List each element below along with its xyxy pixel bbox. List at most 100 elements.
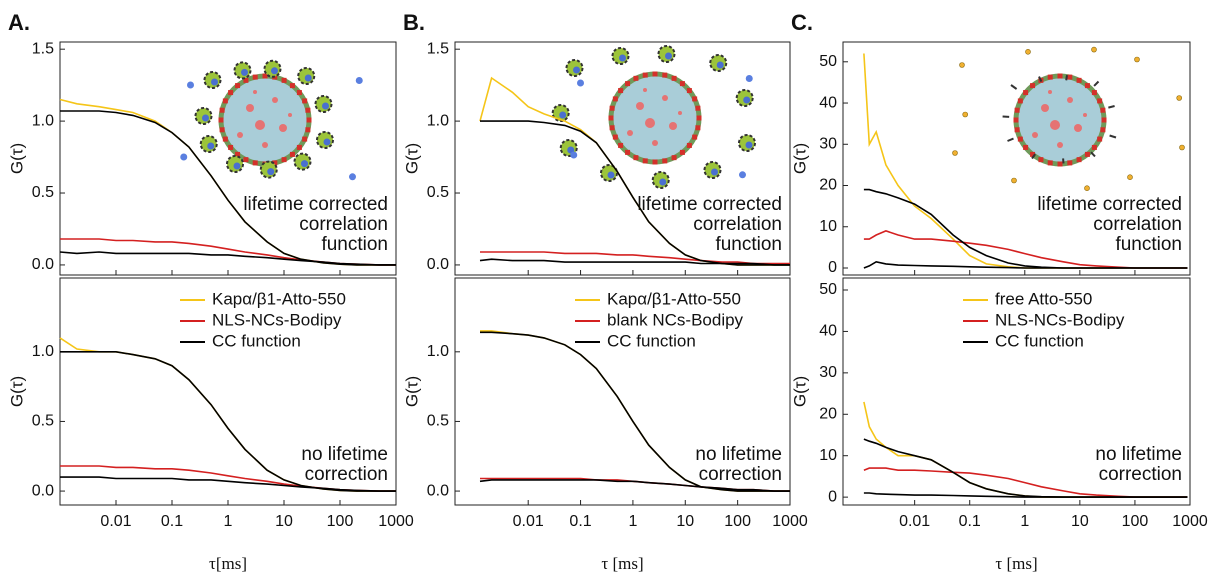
plot-frame [454,277,791,506]
capsule-droplet [1083,113,1087,117]
protein-core [619,54,626,62]
y-tick-label: 30 [819,364,837,381]
shell-dot [1097,98,1103,104]
capsule-spike [1010,84,1018,90]
series-line [60,110,396,266]
shell-dot [228,144,234,150]
shell-dot [302,98,308,104]
shell-dot [1067,74,1073,80]
protein-core [207,142,215,150]
protein-core [607,171,615,179]
capsule-droplet [253,90,257,94]
capsule-spike [1038,76,1043,82]
shell-dot [642,158,648,164]
x-tick-label: 0.1 [569,513,591,530]
y-tick-label: 10 [819,218,837,235]
shell-dot [679,81,685,87]
legend-label: NLS-NCs-Bodipy [995,310,1125,329]
y-tick-label: 0.5 [32,413,54,430]
protein-core [267,168,275,176]
shell-dot [652,71,658,77]
panel-label: A. [8,10,30,35]
shell-dot [612,96,618,102]
shell-dot [306,117,312,123]
protein-core [716,61,724,69]
shell-dot [219,127,225,133]
y-tick-label: 0.5 [32,184,54,201]
y-tick-label: 30 [819,135,837,152]
capsule-droplet [272,97,278,103]
shell-dot [296,90,302,96]
capsule-droplet [636,102,644,110]
capsule-droplet [288,113,292,117]
annotation: no lifetime [1095,444,1182,465]
annotation: correlation [1093,214,1182,235]
shell-dot [633,155,639,161]
free-dye [952,150,958,156]
shell-dot [222,136,228,142]
shell-dot [235,151,241,157]
shell-dot [281,157,287,163]
plot-frame [842,41,1191,276]
shell-dot [305,107,311,113]
annotation: lifetime corrected [637,194,782,215]
y-tick-label: 50 [819,53,837,70]
protein-core [323,138,331,146]
shell-dot [219,107,225,113]
free-protein [187,81,194,89]
shell-dot [252,160,258,166]
y-tick-label: 40 [819,94,837,111]
capsule-droplet [1050,120,1060,130]
shell-dot [695,105,701,111]
x-tick-label: 100 [724,513,751,530]
free-protein [577,79,584,87]
protein-core [743,96,751,104]
x-tick-label: 100 [1122,513,1149,530]
protein-core [301,160,308,168]
shell-dot [1091,90,1097,96]
series-line [479,258,790,266]
capsule-shell [1013,73,1107,167]
shell-dot [1014,107,1020,113]
annotation: function [715,234,782,255]
annotation: function [1115,234,1182,255]
annotation: correction [1099,464,1182,485]
shell-dot [1057,161,1063,167]
plot-frame [454,41,791,276]
shell-dot [625,81,631,87]
annotation: correction [699,464,782,485]
y-tick-label: 0.0 [32,256,54,273]
capsule-droplet [1048,90,1052,94]
legend-label: CC function [607,331,696,350]
shell-dot [1101,117,1107,123]
free-dye [1084,185,1090,191]
free-dye [1127,174,1133,180]
capsule-spike [1031,153,1037,160]
y-axis-label: G(τ) [790,376,809,407]
shell-dot [686,142,692,148]
shell-dot [692,134,698,140]
shell-dot [1030,83,1036,89]
shell-dot [272,160,278,166]
shell-dot [671,155,677,161]
shell-dot [281,77,287,83]
y-tick-label: 0.0 [427,482,449,499]
legend-label: CC function [995,331,1084,350]
capsule-droplet [645,118,655,128]
series-line [863,188,1188,269]
capsule-droplet [669,122,677,130]
capsule-spike [1065,75,1068,81]
free-dye [959,62,965,68]
capsule-droplet [1057,142,1063,148]
shell-dot [1076,157,1082,163]
x-axis-label: τ[ms] [209,554,247,573]
annotation: lifetime corrected [243,194,388,215]
y-tick-label: 1.0 [32,343,54,360]
y-tick-label: 40 [819,323,837,340]
x-tick-label: 0.1 [161,513,183,530]
shell-dot [305,127,311,133]
protein-core [241,68,248,76]
capsule-droplet [627,130,633,136]
y-tick-label: 0.0 [32,482,54,499]
